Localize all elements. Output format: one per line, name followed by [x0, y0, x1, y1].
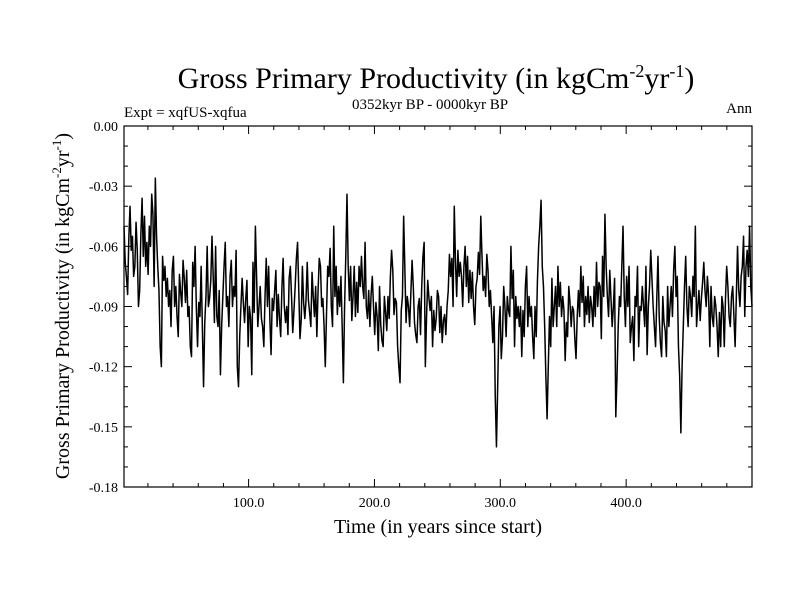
x-axis: 100.0 200.0 300.0 400.0 [147, 126, 728, 511]
chart-title: Gross Primary Productivity (in kgCm-2yr-… [178, 61, 695, 95]
y-tick-label-6: -0.18 [89, 481, 118, 496]
x-tick-label-0: 100.0 [233, 496, 265, 511]
x-axis-title: Time (in years since start) [334, 516, 542, 538]
y-axis-title-main: Gross Primary Productivity (in kgCm [52, 178, 74, 480]
y-tick-label-1: -0.03 [89, 180, 118, 195]
y-tick-label-3: -0.09 [89, 301, 118, 316]
chart-title-sup1: -2 [629, 61, 644, 81]
chart-title-sup2: -1 [669, 61, 684, 81]
subtitle-time-range: 0352kyr BP - 0000kyr BP [352, 97, 508, 113]
x-tick-label-1: 200.0 [359, 496, 391, 511]
y-axis-title-sup1: -2 [49, 167, 64, 178]
subtitle-experiment: Expt = xqfUS-xqfua [124, 105, 247, 121]
chart-title-close: ) [684, 62, 694, 95]
chart-title-mid: yr [644, 62, 669, 95]
subtitle-season: Ann [726, 101, 752, 117]
y-axis-title-close: ) [52, 133, 74, 140]
y-axis-title-sup2: -1 [49, 140, 64, 151]
x-tick-label-3: 400.0 [610, 496, 642, 511]
y-axis: 0.00 -0.03 -0.06 -0.09 -0.12 -0.15 -0.18 [89, 120, 752, 496]
series-line-gpp [123, 177, 753, 448]
y-tick-label-5: -0.15 [89, 421, 118, 436]
y-axis-title-mid: yr [52, 150, 74, 167]
y-tick-label-4: -0.12 [89, 361, 118, 376]
x-tick-label-2: 300.0 [485, 496, 517, 511]
chart-title-main: Gross Primary Productivity (in kgCm [178, 62, 630, 95]
y-tick-label-2: -0.06 [89, 240, 118, 255]
y-tick-label-0: 0.00 [94, 120, 119, 135]
y-axis-title: Gross Primary Productivity (in kgCm-2yr-… [49, 133, 74, 479]
